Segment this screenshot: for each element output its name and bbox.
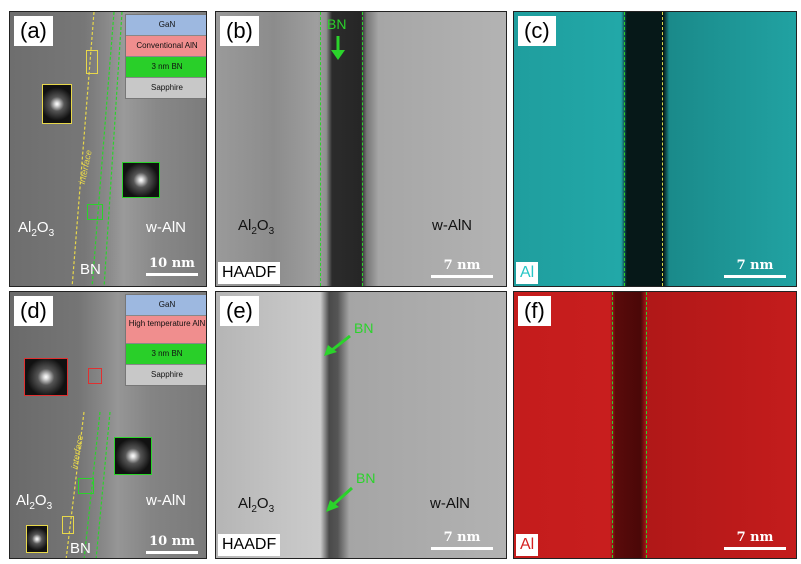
panel-e-haadf: (e) BN BN Al2O3 w-AlN HAADF 7 nm <box>215 291 507 559</box>
panel-a-hrtem: (a) GaN Conventional AlN 3 nm BN Sapphir… <box>9 11 207 287</box>
sapphire-label: Al2O3 <box>18 219 55 239</box>
sapphire-label: Al2O3 <box>16 492 53 512</box>
bn-label: BN <box>70 540 91 557</box>
legend-gan: GaN <box>126 15 206 36</box>
roi-box-red <box>88 368 102 384</box>
arrow-icons <box>324 334 353 512</box>
aln-label: w-AlN <box>430 495 470 512</box>
element-label: Al <box>516 262 539 284</box>
bn-boundary-left <box>624 12 625 286</box>
fft-inset-sapphire <box>42 84 72 124</box>
scale-bar: 10 nm <box>146 534 198 554</box>
scale-bar: 7 nm <box>724 530 786 550</box>
roi-box-yellow <box>86 50 98 74</box>
panel-c-eds-map: (c) Al 7 nm <box>513 11 797 287</box>
legend-sapphire: Sapphire <box>126 78 206 98</box>
panel-letter: (d) <box>14 296 53 326</box>
panel-letter: (b) <box>220 16 259 46</box>
bn-label: BN <box>327 16 347 32</box>
element-label: Al <box>516 534 539 556</box>
layer-legend: GaN High temperature AlN 3 nm BN Sapphir… <box>125 294 206 386</box>
sapphire-label: Al2O3 <box>238 495 275 515</box>
bn-boundary-right <box>646 292 647 558</box>
bn-label: BN <box>80 261 101 278</box>
panel-letter: (c) <box>518 16 556 46</box>
scale-bar: 7 nm <box>431 530 493 550</box>
scale-bar: 7 nm <box>431 258 493 278</box>
legend-bn: 3 nm BN <box>126 57 206 78</box>
aln-label: w-AlN <box>146 492 186 509</box>
roi-box-yellow <box>62 516 74 534</box>
panel-letter: (e) <box>220 296 259 326</box>
aln-label: w-AlN <box>432 217 472 234</box>
legend-aln: Conventional AlN <box>126 36 206 57</box>
bn-boundary-left <box>320 12 321 286</box>
bn-boundary-right <box>362 12 363 286</box>
sapphire-label: Al2O3 <box>238 217 275 237</box>
legend-gan: GaN <box>126 295 206 316</box>
panel-letter: (f) <box>518 296 551 326</box>
arrow-down-icon <box>331 36 345 60</box>
panel-f-eds-map: (f) Al 7 nm <box>513 291 797 559</box>
bn-boundary-right <box>662 12 663 286</box>
bn-label-top: BN <box>354 320 374 336</box>
scale-bar: 7 nm <box>724 258 786 278</box>
fft-inset-aln <box>114 437 152 475</box>
fft-inset-sapphire <box>24 358 68 396</box>
roi-box-green <box>78 478 94 494</box>
panel-letter: (a) <box>14 16 53 46</box>
roi-box-green <box>87 204 103 220</box>
bn-boundary-left <box>612 292 613 558</box>
fft-inset-aln <box>122 162 160 198</box>
panel-b-haadf: (b) BN Al2O3 w-AlN HAADF 7 nm <box>215 11 507 287</box>
layer-legend: GaN Conventional AlN 3 nm BN Sapphire <box>125 14 206 99</box>
interface-lines <box>71 12 123 286</box>
aln-label: w-AlN <box>146 219 186 236</box>
mode-label: HAADF <box>218 262 281 284</box>
scale-bar: 10 nm <box>146 256 198 276</box>
bn-label-bottom: BN <box>356 470 376 486</box>
fft-inset-small <box>26 525 48 553</box>
legend-bn: 3 nm BN <box>126 344 206 365</box>
mode-label: HAADF <box>218 534 281 556</box>
legend-sapphire: Sapphire <box>126 365 206 385</box>
legend-aln: High temperature AlN <box>126 316 206 344</box>
panel-d-hrtem: (d) GaN High temperature AlN 3 nm BN Sap… <box>9 291 207 559</box>
